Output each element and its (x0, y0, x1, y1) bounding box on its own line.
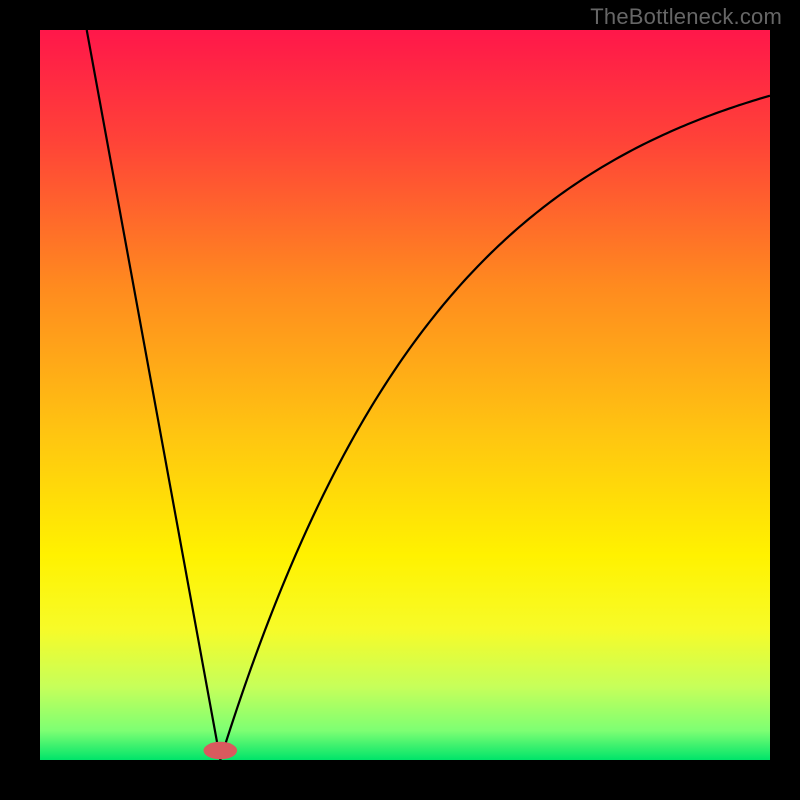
watermark-text: TheBottleneck.com (590, 4, 782, 30)
bottleneck-chart (40, 30, 770, 760)
minimum-marker (204, 742, 238, 760)
plot-background (40, 30, 770, 760)
